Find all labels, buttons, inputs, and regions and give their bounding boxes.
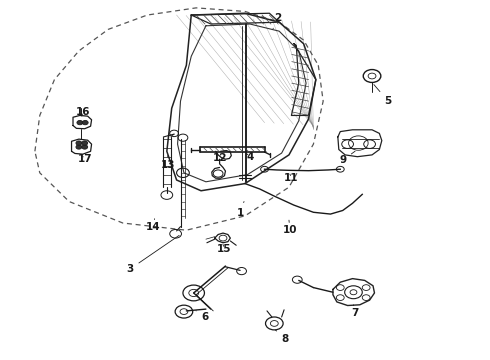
Text: 16: 16: [75, 107, 90, 117]
Circle shape: [82, 141, 88, 145]
Text: 7: 7: [351, 305, 358, 318]
Text: 11: 11: [284, 173, 299, 183]
Text: 12: 12: [212, 153, 227, 163]
Text: 5: 5: [374, 85, 392, 106]
Text: 9: 9: [339, 151, 355, 165]
Text: 1: 1: [237, 202, 244, 218]
Text: 14: 14: [146, 219, 160, 232]
Text: 2: 2: [273, 13, 282, 29]
Circle shape: [76, 145, 82, 149]
Circle shape: [82, 145, 88, 149]
Text: 3: 3: [126, 235, 179, 274]
Circle shape: [76, 141, 82, 145]
Text: 17: 17: [77, 154, 92, 164]
Circle shape: [77, 121, 83, 125]
Text: 10: 10: [283, 220, 297, 235]
Text: 8: 8: [275, 330, 289, 343]
Text: 13: 13: [161, 156, 175, 170]
Text: 4: 4: [246, 152, 253, 162]
Circle shape: [82, 121, 88, 125]
Text: 15: 15: [217, 244, 232, 254]
Text: 6: 6: [196, 311, 209, 322]
